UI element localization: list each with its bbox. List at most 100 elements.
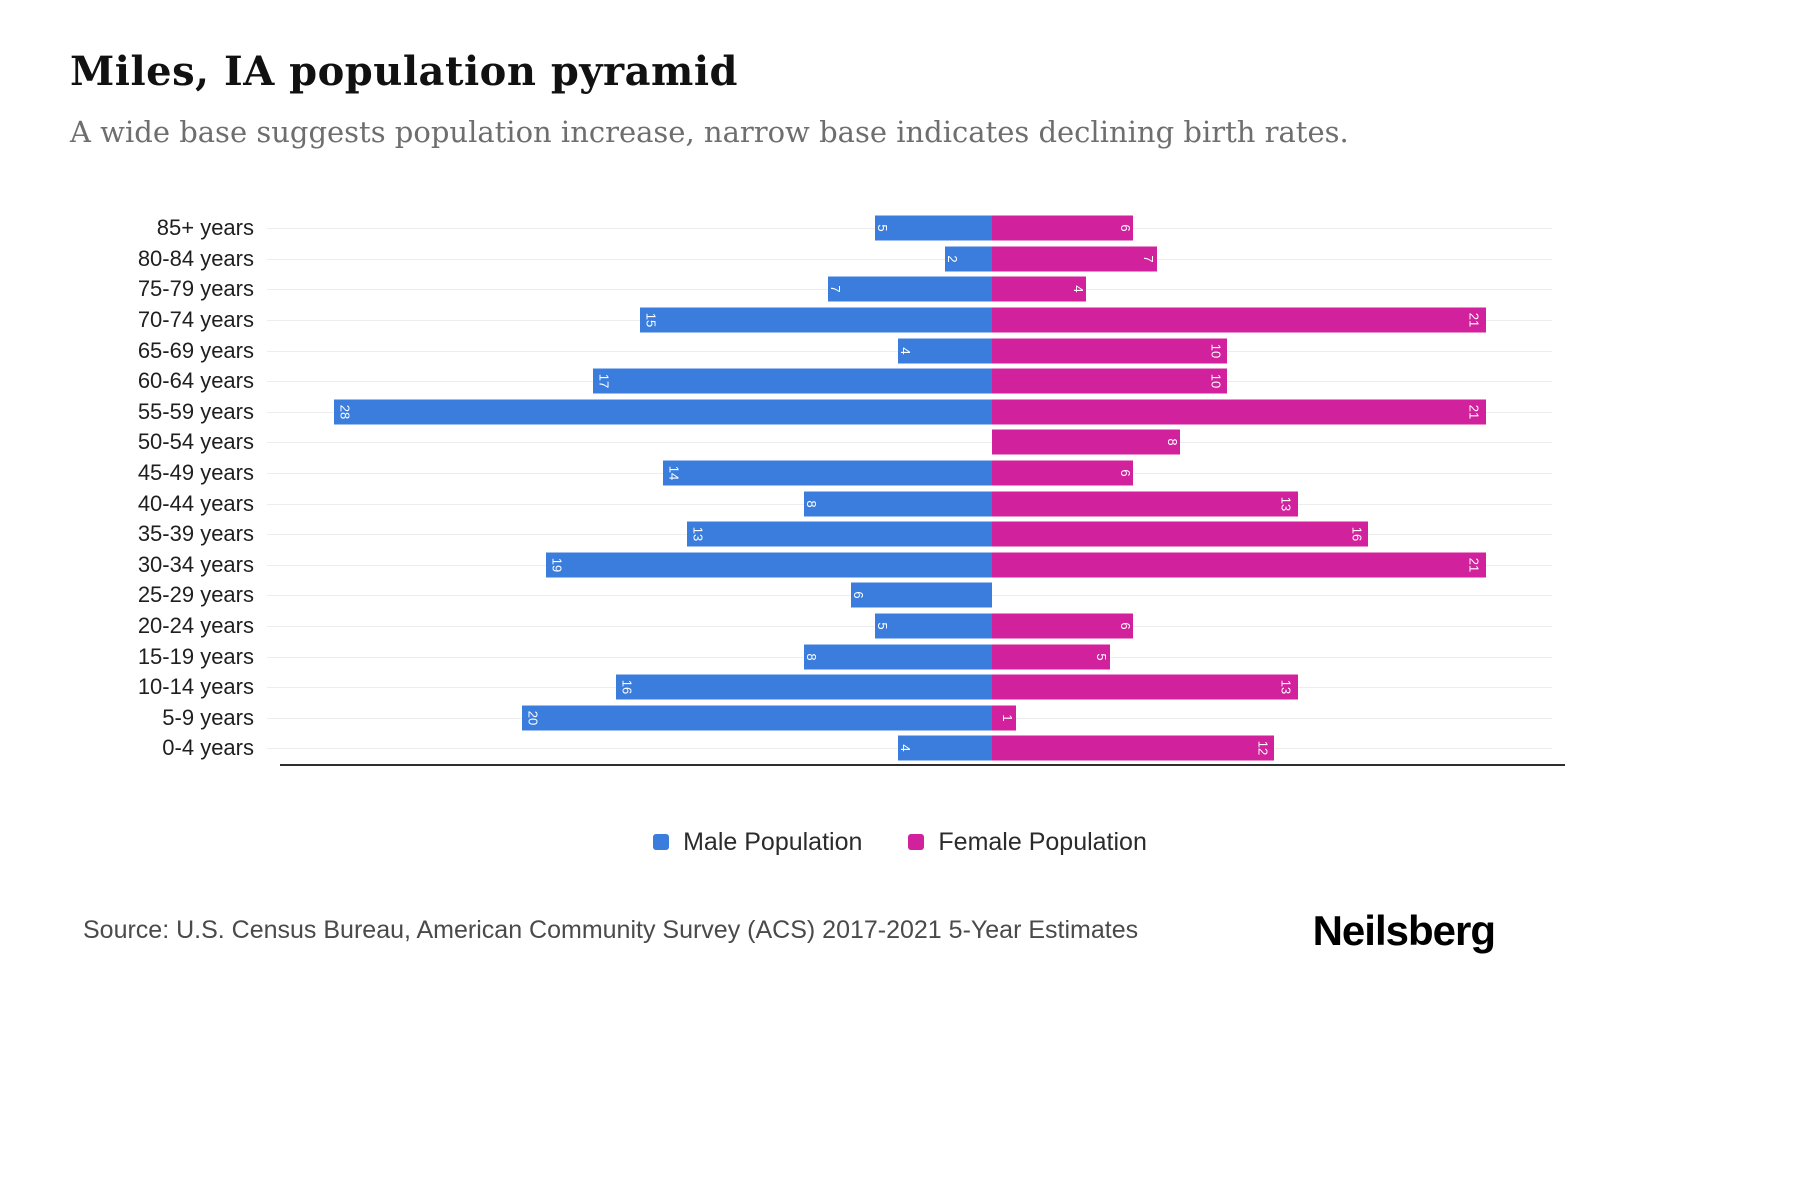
footer: Source: U.S. Census Bureau, American Com…	[70, 907, 1496, 955]
male-bar: 19	[545, 552, 992, 578]
age-group-label: 35-39 years	[137, 521, 254, 547]
age-row: 0-4 years 4 12	[70, 733, 1552, 764]
female-bar: 16	[992, 521, 1368, 547]
age-row: 20-24 years 5 6	[70, 611, 1552, 642]
female-bar: 13	[992, 491, 1298, 517]
male-bar-value: 7	[827, 285, 843, 294]
age-row: 5-9 years 20 1	[70, 703, 1552, 734]
male-bar-value: 6	[851, 591, 867, 600]
plot-area: 8 13	[267, 488, 1552, 519]
gridline	[267, 442, 1552, 444]
age-row: 10-14 years 16 13	[70, 672, 1552, 703]
female-bar: 21	[992, 552, 1486, 578]
male-bar-value: 8	[804, 652, 820, 661]
male-bar-value: 8	[804, 500, 820, 508]
age-row: 70-74 years 15 21	[70, 305, 1552, 336]
female-bar-value: 21	[1466, 557, 1482, 573]
age-group-label: 75-79 years	[137, 276, 254, 302]
male-bar-value: 14	[666, 465, 682, 481]
male-bar-value: 4	[898, 744, 914, 753]
male-bar: 4	[898, 735, 992, 761]
male-bar: 8	[804, 644, 992, 670]
female-bar-value: 12	[1255, 741, 1271, 756]
female-bar-value: 7	[1141, 255, 1157, 263]
male-bar: 14	[663, 460, 992, 486]
age-group-label: 50-54 years	[137, 429, 254, 455]
female-bar-value: 5	[1094, 652, 1110, 661]
female-bar-value: 1	[1000, 714, 1016, 722]
age-group-label: 80-84 years	[137, 245, 254, 271]
plot-area: 4 12	[267, 733, 1552, 764]
male-bar: 4	[898, 338, 992, 364]
male-bar: 17	[592, 368, 992, 394]
legend-item-female: Female Population	[908, 827, 1147, 857]
male-bar: 6	[851, 582, 992, 608]
female-bar: 21	[992, 399, 1486, 425]
female-bar-value: 13	[1278, 679, 1294, 695]
male-bar-value: 4	[898, 347, 914, 355]
age-row: 40-44 years 8 13	[70, 488, 1552, 519]
female-bar: 6	[992, 215, 1133, 241]
age-row: 65-69 years 4 10	[70, 335, 1552, 366]
plot-area: 14 6	[267, 458, 1552, 489]
female-bar-value: 21	[1466, 404, 1482, 420]
age-group-label: 5-9 years	[162, 704, 254, 730]
female-bar: 13	[992, 674, 1298, 700]
plot-area: 20 1	[267, 703, 1552, 734]
female-swatch-icon	[908, 834, 925, 851]
age-group-label: 25-29 years	[137, 582, 254, 608]
plot-area: 15 21	[267, 305, 1552, 336]
male-bar: 16	[616, 674, 992, 700]
age-group-label: 20-24 years	[137, 613, 254, 639]
female-bar-value: 10	[1208, 374, 1224, 389]
female-bar-value: 6	[1117, 469, 1133, 477]
age-group-label: 30-34 years	[137, 551, 254, 577]
legend-female-label: Female Population	[938, 827, 1147, 856]
male-bar-value: 2	[945, 255, 961, 263]
male-bar: 5	[874, 613, 992, 639]
age-group-label: 10-14 years	[137, 674, 254, 700]
age-row: 75-79 years 7 4	[70, 274, 1552, 305]
male-bar: 15	[639, 307, 992, 333]
male-bar: 28	[334, 399, 992, 425]
chart-rows: 85+ years 5 6 80-84 years 2 7 75-79 years 7 4 70-…	[70, 213, 1552, 764]
age-row: 30-34 years 19 21	[70, 550, 1552, 581]
age-group-label: 70-74 years	[137, 307, 254, 333]
male-bar-value: 15	[643, 312, 659, 328]
male-bar: 2	[945, 246, 992, 272]
female-bar: 10	[992, 368, 1227, 394]
female-bar: 8	[992, 429, 1180, 455]
age-group-label: 65-69 years	[137, 337, 254, 363]
male-bar-value: 20	[525, 710, 541, 726]
age-group-label: 0-4 years	[162, 735, 254, 761]
male-bar: 13	[686, 521, 992, 547]
age-group-label: 60-64 years	[137, 368, 254, 394]
plot-area: 17 10	[267, 366, 1552, 397]
gridline	[267, 258, 1552, 260]
female-bar-value: 4	[1070, 285, 1086, 294]
age-row: 60-64 years 17 10	[70, 366, 1552, 397]
male-swatch-icon	[653, 834, 670, 851]
female-bar: 12	[992, 735, 1274, 761]
page-title: Miles, IA population pyramid	[70, 48, 739, 95]
female-bar-value: 21	[1466, 312, 1482, 328]
plot-area: 16 13	[267, 672, 1552, 703]
plot-area: 8	[267, 427, 1552, 458]
male-bar-value: 28	[337, 404, 353, 420]
age-row: 15-19 years 8 5	[70, 641, 1552, 672]
male-bar-value: 13	[690, 527, 706, 542]
age-row: 80-84 years 2 7	[70, 244, 1552, 275]
female-bar-value: 6	[1117, 622, 1133, 630]
plot-area: 6	[267, 580, 1552, 611]
male-bar-value: 17	[596, 374, 612, 389]
legend: Male Population Female Population	[70, 828, 1730, 857]
population-pyramid-chart: 85+ years 5 6 80-84 years 2 7 75-79 years 7 4 70-…	[70, 213, 1565, 766]
male-bar: 20	[522, 705, 992, 731]
male-bar-value: 5	[874, 622, 890, 630]
age-row: 85+ years 5 6	[70, 213, 1552, 244]
age-row: 25-29 years 6	[70, 580, 1552, 611]
